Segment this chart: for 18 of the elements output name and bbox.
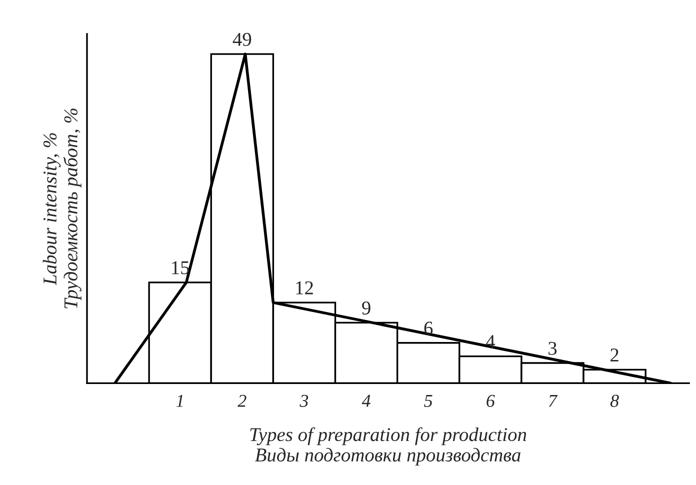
x-tick-label: 3: [300, 394, 308, 407]
data-label: 4: [486, 335, 495, 348]
x-tick-label: 4: [362, 394, 370, 407]
data-label: 49: [232, 32, 252, 46]
data-label: 9: [362, 302, 370, 315]
x-tick-label: 8: [610, 394, 619, 407]
x-tick-label: 6: [486, 394, 495, 407]
data-label: 2: [610, 348, 618, 362]
x-tick-label: 1: [176, 394, 183, 407]
x-axis-title: Types of preparation for production Виды подготовки производства: [250, 427, 526, 466]
x-tick-label: 2: [238, 394, 246, 407]
data-label: 6: [424, 322, 433, 335]
data-label: 15: [172, 261, 190, 274]
x-tick-label: 5: [424, 394, 432, 407]
data-label: 3: [548, 342, 557, 355]
data-label: 12: [296, 281, 313, 294]
x-tick-label: 7: [549, 394, 558, 407]
y-axis-title: Labour intensity, % Трудоемкость работ, %: [42, 108, 82, 308]
